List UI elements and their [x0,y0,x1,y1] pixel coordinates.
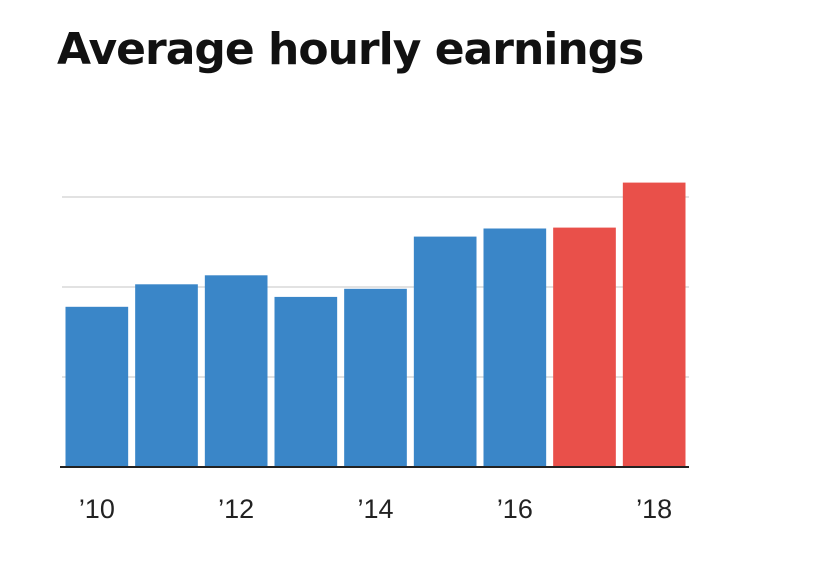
bars [65,182,686,467]
bar-2012 [204,275,268,467]
x-tick-labels: ’10 ’12 ’14 ’16 ’18 [79,494,672,524]
x-tick-label-2018: ’18 [636,494,672,524]
bar-2017 [553,227,616,467]
x-tick-label-2016: ’16 [497,494,533,524]
bar-2018 [622,182,686,467]
bar-2014 [344,288,407,467]
bar-2011 [135,284,198,467]
x-tick-label-2012: ’12 [218,494,254,524]
x-tick-label-2014: ’14 [357,494,393,524]
bar-2013 [274,296,338,467]
x-tick-label-2010: ’10 [79,494,115,524]
bar-2010 [65,306,129,467]
bar-2016 [483,228,547,467]
chart-title: Average hourly earnings [57,24,644,75]
bar-2015 [413,236,477,467]
